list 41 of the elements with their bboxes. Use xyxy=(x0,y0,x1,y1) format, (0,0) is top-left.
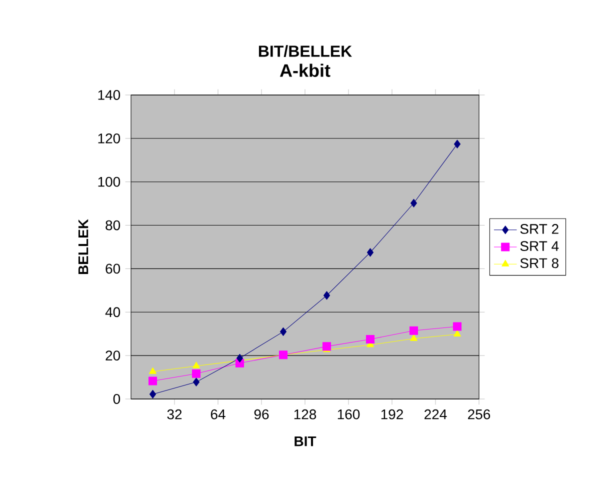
point xyxy=(192,369,201,378)
point xyxy=(192,362,200,368)
y-tick-label: 100 xyxy=(98,176,120,187)
point xyxy=(366,335,375,344)
y-tick-label: 120 xyxy=(98,133,120,144)
y-tick-label: 60 xyxy=(106,264,120,274)
x-tick-label: 64 xyxy=(210,409,226,420)
point xyxy=(322,342,332,351)
x-tick-label: 224 xyxy=(424,409,447,420)
x-tick-label: 96 xyxy=(254,409,269,420)
point xyxy=(454,330,461,337)
chart-title: BIT/BELLEK xyxy=(258,45,352,58)
y-tick-label: 40 xyxy=(105,307,120,318)
y-tick-label: 20 xyxy=(106,350,120,361)
legend-label: SRT 4 xyxy=(520,241,559,252)
point xyxy=(192,378,200,386)
y-tick-label: 0 xyxy=(113,394,120,404)
x-axis-title: BIT xyxy=(294,436,316,446)
chart-subtitle: A-kbit xyxy=(280,64,330,77)
legend-label: SRT 8 xyxy=(520,258,558,268)
point xyxy=(454,140,461,148)
y-axis-title: BELLEK xyxy=(78,219,88,274)
x-tick-label: 160 xyxy=(338,409,360,420)
y-tick-label: 80 xyxy=(106,220,120,230)
point xyxy=(148,376,158,386)
point xyxy=(236,354,244,362)
x-tick-label: 128 xyxy=(294,409,316,420)
point xyxy=(366,248,374,257)
point xyxy=(149,367,156,374)
point xyxy=(410,198,418,208)
point xyxy=(409,326,418,335)
point xyxy=(410,334,418,341)
point xyxy=(149,390,156,398)
point xyxy=(452,322,462,331)
x-tick-label: 192 xyxy=(381,409,403,420)
legend-label: SRT 2 xyxy=(520,224,558,234)
y-tick-label: 140 xyxy=(98,90,120,100)
x-tick-label: 32 xyxy=(167,409,182,420)
point xyxy=(280,327,287,336)
x-tick-label: 256 xyxy=(468,409,490,420)
point xyxy=(323,291,330,300)
